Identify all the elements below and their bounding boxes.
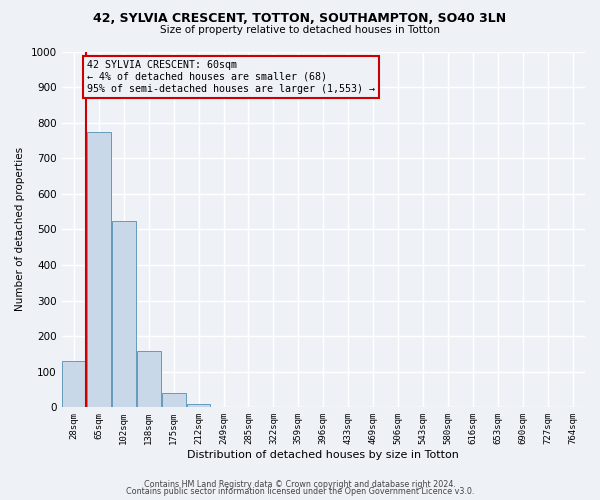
Text: 42 SYLVIA CRESCENT: 60sqm
← 4% of detached houses are smaller (68)
95% of semi-d: 42 SYLVIA CRESCENT: 60sqm ← 4% of detach… (87, 60, 375, 94)
X-axis label: Distribution of detached houses by size in Totton: Distribution of detached houses by size … (187, 450, 459, 460)
Text: 42, SYLVIA CRESCENT, TOTTON, SOUTHAMPTON, SO40 3LN: 42, SYLVIA CRESCENT, TOTTON, SOUTHAMPTON… (94, 12, 506, 26)
Text: Size of property relative to detached houses in Totton: Size of property relative to detached ho… (160, 25, 440, 35)
Text: Contains HM Land Registry data © Crown copyright and database right 2024.: Contains HM Land Registry data © Crown c… (144, 480, 456, 489)
Bar (87, 132, 111, 407)
Y-axis label: Number of detached properties: Number of detached properties (15, 148, 25, 312)
Bar (187, 404, 211, 407)
Bar (162, 393, 185, 407)
Text: Contains public sector information licensed under the Open Government Licence v3: Contains public sector information licen… (126, 487, 474, 496)
Bar (62, 361, 86, 408)
Bar (137, 352, 161, 408)
Bar (112, 220, 136, 408)
